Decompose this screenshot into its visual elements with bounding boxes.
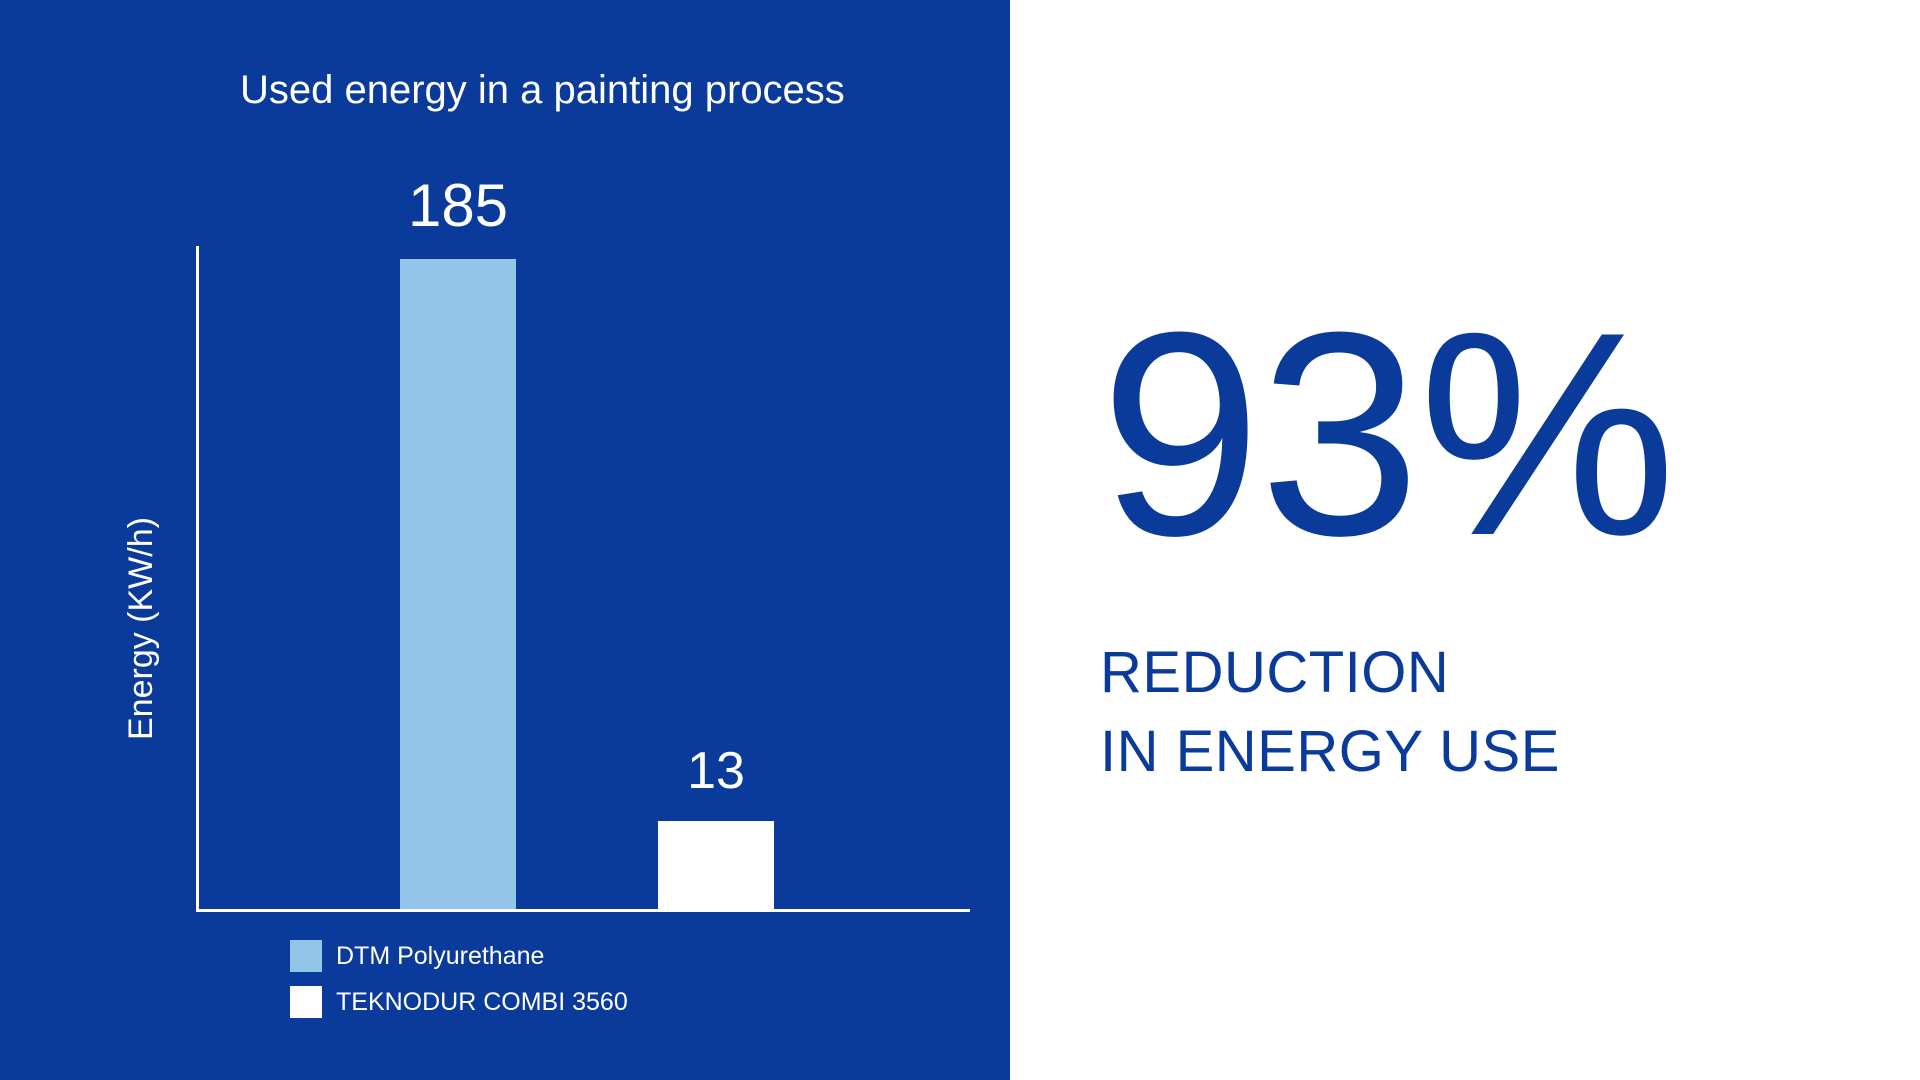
y-axis-line — [196, 246, 199, 912]
chart-panel: Used energy in a painting process Energy… — [0, 0, 1010, 1080]
stat-text-line2: IN ENERGY USE — [1100, 713, 1920, 791]
bar-label-0: 185 — [408, 171, 508, 240]
main-container: Used energy in a painting process Energy… — [0, 0, 1920, 1080]
legend: DTM Polyurethane TEKNODUR COMBI 3560 — [290, 940, 628, 1032]
x-axis-line — [196, 909, 970, 912]
stat-text: REDUCTION IN ENERGY USE — [1100, 634, 1920, 791]
legend-swatch-0 — [290, 940, 322, 972]
legend-label-1: TEKNODUR COMBI 3560 — [336, 988, 628, 1017]
chart-title: Used energy in a painting process — [240, 68, 845, 113]
legend-swatch-1 — [290, 986, 322, 1018]
y-axis-label: Energy (KW/h) — [122, 517, 161, 740]
legend-label-0: DTM Polyurethane — [336, 942, 544, 971]
bar-0 — [400, 259, 516, 909]
stat-text-line1: REDUCTION — [1100, 634, 1920, 712]
stat-panel: 93% REDUCTION IN ENERGY USE — [1010, 0, 1920, 1080]
bar-label-1: 13 — [687, 741, 745, 801]
legend-item-0: DTM Polyurethane — [290, 940, 628, 972]
legend-item-1: TEKNODUR COMBI 3560 — [290, 986, 628, 1018]
bar-1 — [658, 821, 774, 909]
stat-number: 93% — [1100, 289, 1920, 579]
